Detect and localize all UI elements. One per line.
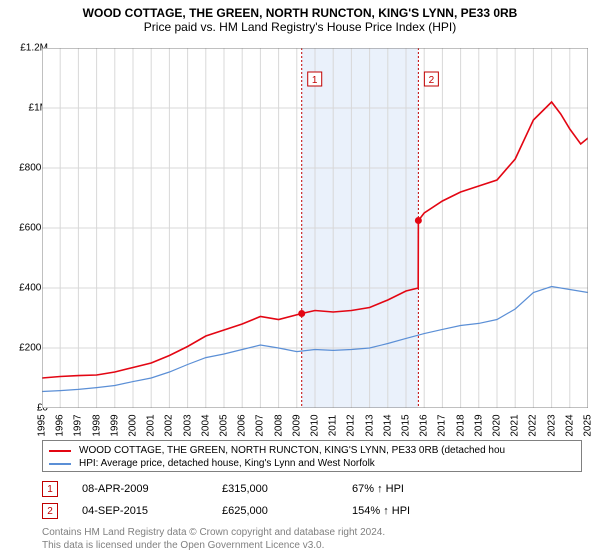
marker-badge: 2: [42, 503, 58, 519]
chart-title: WOOD COTTAGE, THE GREEN, NORTH RUNCTON, …: [0, 0, 600, 20]
marker-date: 04-SEP-2015: [82, 505, 222, 517]
chart-container: WOOD COTTAGE, THE GREEN, NORTH RUNCTON, …: [0, 0, 600, 560]
x-tick-label: 1998: [91, 414, 102, 436]
footer-line: Contains HM Land Registry data © Crown c…: [42, 526, 385, 539]
x-tick-label: 2009: [291, 414, 302, 436]
x-tick-label: 1995: [37, 414, 48, 436]
legend-item: WOOD COTTAGE, THE GREEN, NORTH RUNCTON, …: [49, 444, 575, 457]
x-tick-label: 2005: [219, 414, 230, 436]
x-tick-label: 2007: [255, 414, 266, 436]
legend: WOOD COTTAGE, THE GREEN, NORTH RUNCTON, …: [42, 440, 582, 472]
x-tick-label: 2021: [510, 414, 521, 436]
legend-label: WOOD COTTAGE, THE GREEN, NORTH RUNCTON, …: [79, 445, 505, 456]
marker-price: £315,000: [222, 483, 352, 495]
marker-number: 1: [47, 484, 53, 495]
legend-swatch: [49, 450, 71, 452]
marker-hpi: 67% ↑ HPI: [352, 483, 472, 495]
x-tick-label: 2019: [473, 414, 484, 436]
svg-text:1: 1: [312, 75, 318, 86]
x-tick-label: 2020: [492, 414, 503, 436]
svg-text:2: 2: [429, 75, 435, 86]
footer-attribution: Contains HM Land Registry data © Crown c…: [42, 526, 385, 552]
marker-number: 2: [47, 506, 53, 517]
x-tick-label: 2006: [237, 414, 248, 436]
x-tick-label: 2016: [419, 414, 430, 436]
x-tick-label: 2015: [401, 414, 412, 436]
footer-line: This data is licensed under the Open Gov…: [42, 539, 385, 552]
marker-date: 08-APR-2009: [82, 483, 222, 495]
legend-label: HPI: Average price, detached house, King…: [79, 458, 375, 469]
x-tick-label: 1997: [73, 414, 84, 436]
marker-price: £625,000: [222, 505, 352, 517]
marker-table: 1 08-APR-2009 £315,000 67% ↑ HPI 2 04-SE…: [42, 478, 582, 522]
legend-item: HPI: Average price, detached house, King…: [49, 457, 575, 470]
x-tick-label: 2012: [346, 414, 357, 436]
x-tick-label: 2000: [128, 414, 139, 436]
x-tick-label: 1999: [109, 414, 120, 436]
x-tick-label: 2022: [528, 414, 539, 436]
x-tick-label: 2002: [164, 414, 175, 436]
x-tick-label: 2001: [146, 414, 157, 436]
marker-badge: 1: [42, 481, 58, 497]
x-tick-label: 2010: [310, 414, 321, 436]
x-tick-label: 2017: [437, 414, 448, 436]
x-tick-label: 2008: [273, 414, 284, 436]
x-tick-label: 2018: [455, 414, 466, 436]
x-tick-label: 2024: [564, 414, 575, 436]
x-tick-label: 2023: [546, 414, 557, 436]
legend-swatch: [49, 463, 71, 465]
x-tick-label: 2014: [382, 414, 393, 436]
x-tick-label: 1996: [55, 414, 66, 436]
line-chart: 12: [42, 48, 588, 408]
x-tick-label: 2003: [182, 414, 193, 436]
marker-row: 1 08-APR-2009 £315,000 67% ↑ HPI: [42, 478, 582, 500]
x-tick-label: 2004: [200, 414, 211, 436]
chart-subtitle: Price paid vs. HM Land Registry's House …: [0, 20, 600, 38]
x-tick-label: 2013: [364, 414, 375, 436]
marker-row: 2 04-SEP-2015 £625,000 154% ↑ HPI: [42, 500, 582, 522]
x-tick-label: 2011: [328, 415, 339, 437]
marker-hpi: 154% ↑ HPI: [352, 505, 472, 517]
x-tick-label: 2025: [583, 414, 594, 436]
